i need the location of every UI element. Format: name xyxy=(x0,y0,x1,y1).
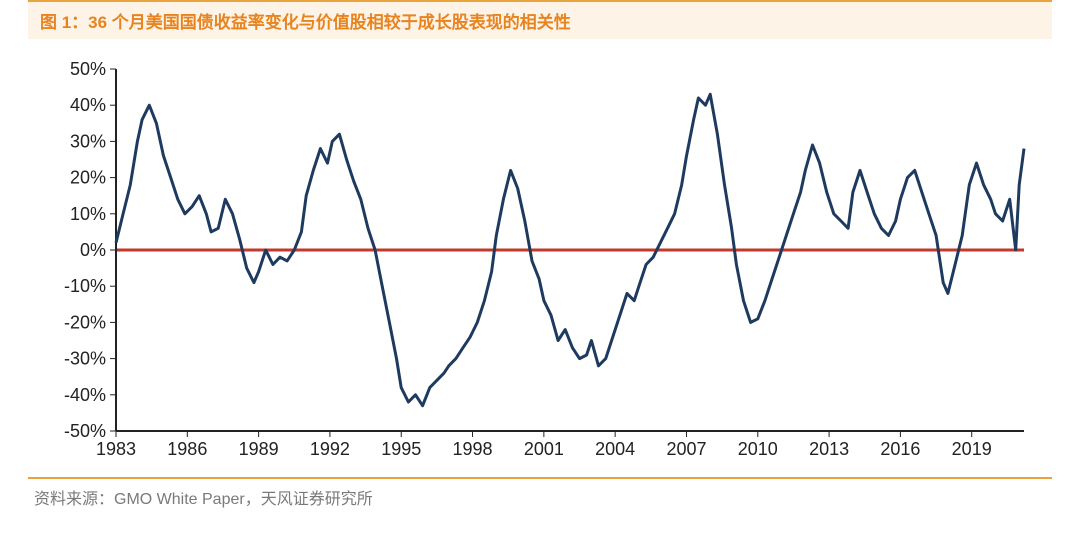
svg-text:1995: 1995 xyxy=(381,439,421,459)
svg-text:2013: 2013 xyxy=(809,439,849,459)
svg-text:-10%: -10% xyxy=(64,276,106,296)
svg-text:-20%: -20% xyxy=(64,312,106,332)
svg-text:30%: 30% xyxy=(70,131,106,151)
svg-text:20%: 20% xyxy=(70,168,106,188)
svg-text:-30%: -30% xyxy=(64,349,106,369)
svg-text:2019: 2019 xyxy=(952,439,992,459)
svg-text:2001: 2001 xyxy=(524,439,564,459)
svg-text:1992: 1992 xyxy=(310,439,350,459)
svg-text:1983: 1983 xyxy=(96,439,136,459)
svg-text:2010: 2010 xyxy=(738,439,778,459)
svg-text:40%: 40% xyxy=(70,95,106,115)
chart-title-bar: 图 1：36 个月美国国债收益率变化与价值股相较于成长股表现的相关性 xyxy=(28,0,1052,39)
svg-text:-50%: -50% xyxy=(64,421,106,441)
svg-text:1998: 1998 xyxy=(453,439,493,459)
footer-divider xyxy=(28,477,1052,479)
source-citation: 资料来源：GMO White Paper，天风证券研究所 xyxy=(34,485,1046,509)
svg-text:2004: 2004 xyxy=(595,439,635,459)
svg-text:0%: 0% xyxy=(80,240,106,260)
svg-text:1989: 1989 xyxy=(239,439,279,459)
svg-text:2016: 2016 xyxy=(880,439,920,459)
svg-text:2007: 2007 xyxy=(666,439,706,459)
line-chart-svg: -50% -40% -30% -20% -10% 0% 10% 20% 30% 40% 50% 198… xyxy=(46,59,1034,459)
svg-text:-40%: -40% xyxy=(64,385,106,405)
svg-text:1986: 1986 xyxy=(167,439,207,459)
svg-text:10%: 10% xyxy=(70,204,106,224)
chart-title: 图 1：36 个月美国国债收益率变化与价值股相较于成长股表现的相关性 xyxy=(40,8,1040,33)
chart-area: -50% -40% -30% -20% -10% 0% 10% 20% 30% 40% 50% 198… xyxy=(46,59,1034,459)
svg-text:50%: 50% xyxy=(70,59,106,79)
